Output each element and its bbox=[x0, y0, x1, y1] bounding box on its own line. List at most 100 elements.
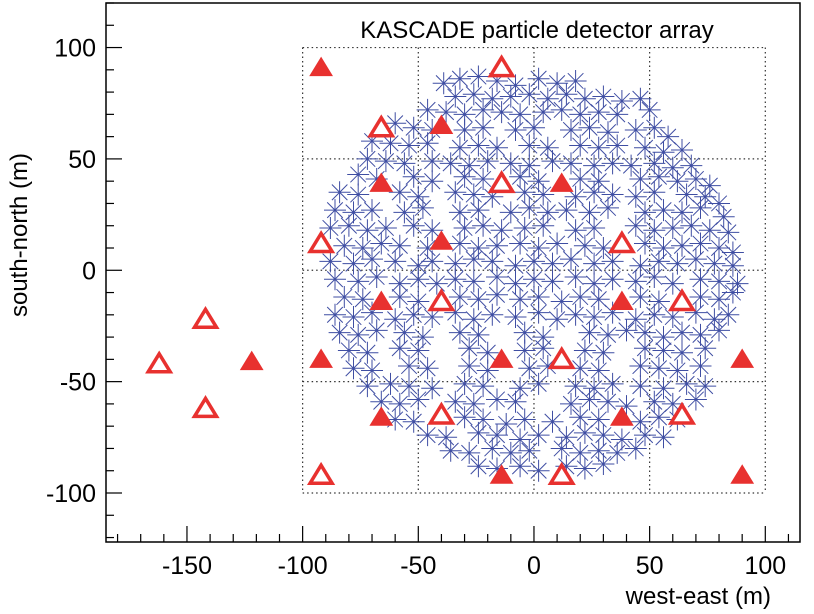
x-tick-label: -50 bbox=[400, 552, 436, 580]
detector-star bbox=[527, 372, 550, 395]
detector-star bbox=[555, 199, 578, 222]
detector-star bbox=[624, 270, 647, 293]
detector-star bbox=[486, 234, 508, 257]
detector-star bbox=[342, 252, 365, 275]
detector-star bbox=[652, 339, 675, 362]
filled-triangle-marker bbox=[730, 464, 755, 484]
detector-star bbox=[453, 372, 476, 395]
detector-star bbox=[388, 286, 411, 308]
detector-star bbox=[421, 250, 444, 273]
detector-star bbox=[407, 339, 430, 362]
y-tick-label: -50 bbox=[60, 369, 96, 397]
detector-star bbox=[448, 136, 471, 159]
detector-star bbox=[708, 319, 730, 342]
filled-triangle-marker bbox=[610, 406, 634, 426]
detector-star bbox=[703, 252, 726, 275]
detector-star bbox=[458, 154, 481, 177]
detector-star bbox=[356, 341, 379, 364]
detector-star bbox=[523, 250, 545, 273]
detector-star bbox=[712, 205, 735, 228]
detector-star bbox=[652, 141, 675, 164]
detector-star bbox=[342, 306, 365, 328]
detector-star bbox=[592, 424, 615, 447]
detector-star bbox=[592, 453, 615, 475]
detector-star bbox=[610, 90, 633, 112]
detector-star bbox=[560, 392, 582, 415]
detector-star bbox=[328, 321, 351, 344]
detector-star bbox=[486, 424, 508, 447]
detector-star bbox=[407, 185, 430, 208]
detector-star bbox=[421, 170, 444, 193]
x-tick-label: 50 bbox=[636, 552, 664, 580]
detector-star bbox=[435, 426, 458, 449]
detector-star bbox=[601, 372, 624, 395]
detector-star bbox=[629, 254, 652, 277]
detector-star bbox=[476, 341, 499, 364]
detector-star bbox=[421, 306, 444, 328]
detector-star bbox=[689, 268, 712, 291]
detector-star bbox=[472, 98, 495, 121]
detector-star bbox=[684, 168, 707, 190]
detector-star bbox=[578, 321, 601, 344]
detector-star bbox=[708, 192, 730, 215]
detector-star bbox=[365, 266, 388, 288]
detector-star bbox=[532, 326, 555, 349]
detector-star bbox=[560, 119, 582, 141]
detector-star bbox=[569, 134, 592, 157]
detector-star bbox=[448, 67, 471, 90]
detector-star bbox=[342, 201, 365, 224]
detector-star bbox=[337, 214, 360, 237]
detector-star bbox=[601, 152, 624, 175]
detector-star bbox=[652, 377, 675, 400]
detector-star bbox=[472, 408, 495, 431]
open-triangle-marker bbox=[547, 346, 576, 370]
detector-star bbox=[597, 390, 619, 413]
detector-star bbox=[583, 377, 606, 400]
detector-star bbox=[564, 375, 587, 398]
detector-star bbox=[689, 286, 712, 308]
detector-star bbox=[666, 170, 689, 193]
detector-star bbox=[550, 290, 573, 313]
detector-star bbox=[569, 441, 592, 464]
detector-star bbox=[694, 185, 717, 208]
detector-star bbox=[666, 359, 689, 382]
detector-star bbox=[347, 323, 370, 346]
detector-star bbox=[666, 252, 689, 275]
detector-star bbox=[379, 372, 402, 395]
detector-star bbox=[597, 196, 619, 219]
detector-star bbox=[407, 254, 430, 277]
detector-star bbox=[333, 234, 356, 257]
detector-star bbox=[573, 234, 596, 257]
detector-star bbox=[374, 217, 397, 239]
detector-star bbox=[671, 201, 693, 224]
open-triangle-marker bbox=[667, 288, 697, 312]
detector-star bbox=[472, 116, 495, 139]
detector-star bbox=[523, 116, 545, 139]
detector-star bbox=[518, 196, 541, 219]
detector-star bbox=[536, 201, 559, 224]
detector-star bbox=[388, 272, 411, 295]
detector-star bbox=[384, 408, 407, 431]
detector-star bbox=[421, 377, 444, 400]
detector-star bbox=[481, 185, 504, 208]
detector-star bbox=[407, 290, 430, 313]
detector-star bbox=[684, 301, 707, 324]
detector-star bbox=[513, 217, 536, 239]
detector-star bbox=[462, 83, 485, 106]
detector-star bbox=[351, 237, 374, 259]
detector-star bbox=[569, 406, 592, 429]
detector-star bbox=[347, 163, 370, 186]
detector-star bbox=[486, 70, 508, 92]
detector-star bbox=[661, 156, 684, 179]
detector-star bbox=[467, 421, 490, 444]
detector-star bbox=[573, 87, 596, 110]
detector-star bbox=[536, 87, 559, 110]
detector-star bbox=[647, 250, 670, 273]
detector-star bbox=[615, 319, 638, 342]
detector-star bbox=[527, 286, 550, 308]
detector-star bbox=[643, 390, 666, 413]
detector-star bbox=[578, 201, 601, 224]
detector-star bbox=[643, 303, 666, 326]
detector-star bbox=[652, 237, 675, 259]
detector-star bbox=[624, 308, 647, 331]
